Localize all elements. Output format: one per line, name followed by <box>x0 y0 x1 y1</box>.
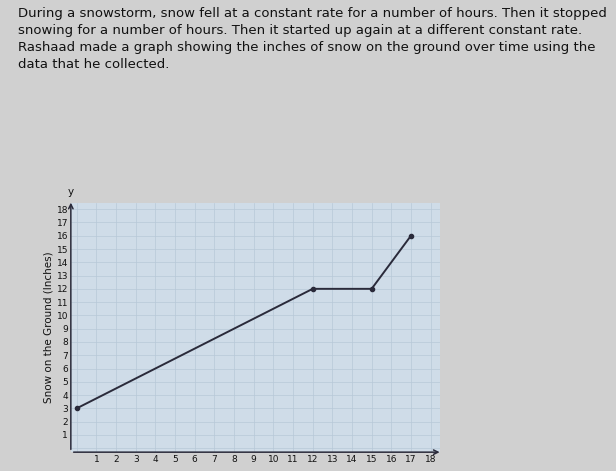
Text: During a snowstorm, snow fell at a constant rate for a number of hours. Then it : During a snowstorm, snow fell at a const… <box>18 7 612 71</box>
Y-axis label: Snow on the Ground (Inches): Snow on the Ground (Inches) <box>44 252 54 403</box>
Text: y: y <box>68 187 74 197</box>
